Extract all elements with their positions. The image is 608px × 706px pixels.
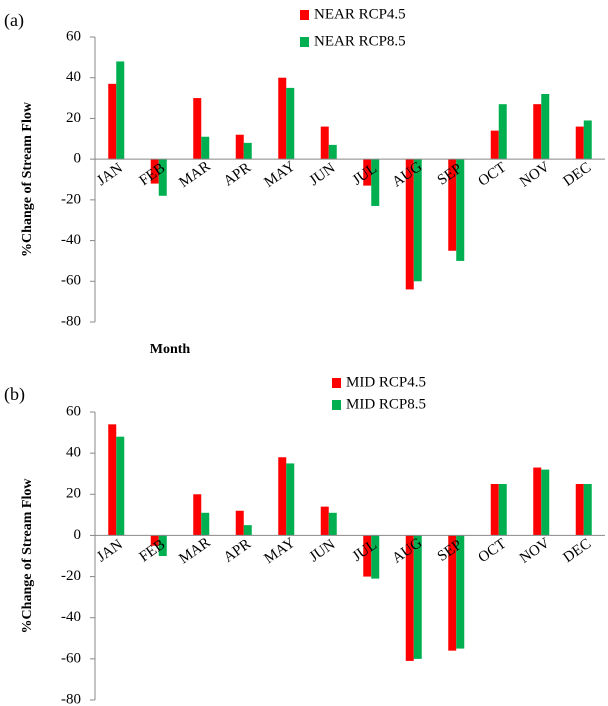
bar xyxy=(116,436,125,536)
bar xyxy=(193,494,202,536)
legend-swatch xyxy=(332,400,341,410)
y-tick-label: -60 xyxy=(61,273,81,289)
panel-label: (a) xyxy=(4,10,24,31)
bar xyxy=(498,104,507,160)
x-tick-label: MAY xyxy=(262,158,299,190)
y-tick-label: -20 xyxy=(61,191,81,207)
y-tick-label: -20 xyxy=(61,568,81,584)
bar xyxy=(150,159,159,184)
bar xyxy=(328,144,337,160)
x-tick-label: OCT xyxy=(476,160,510,190)
bar xyxy=(243,525,252,536)
bar xyxy=(413,159,422,282)
y-tick-label: 40 xyxy=(66,69,81,85)
y-axis-title: %Change of Stream Flow xyxy=(20,478,35,634)
bar xyxy=(541,94,550,160)
bar xyxy=(158,159,167,196)
x-tick-label: JUN xyxy=(307,160,339,189)
bar xyxy=(371,535,380,579)
bar xyxy=(286,87,295,160)
x-tick-label: APR xyxy=(221,536,254,566)
x-tick-label: JAN xyxy=(94,536,126,565)
x-tick-label: JAN xyxy=(94,160,126,189)
bar xyxy=(150,535,159,546)
y-tick-label: 20 xyxy=(66,110,81,126)
x-tick-label: MAR xyxy=(176,535,213,568)
bar xyxy=(456,535,465,649)
bar xyxy=(193,98,202,160)
bar xyxy=(158,535,167,556)
bar xyxy=(320,506,329,536)
legend-label: MID RCP8.5 xyxy=(346,396,426,412)
bar xyxy=(405,535,414,661)
x-tick-label: MAY xyxy=(262,535,299,567)
panel-label: (b) xyxy=(4,384,25,405)
bar xyxy=(583,484,592,536)
legend-label: NEAR RCP4.5 xyxy=(314,6,406,22)
x-tick-label: DEC xyxy=(561,536,595,566)
bar xyxy=(456,159,465,261)
bar xyxy=(235,134,244,160)
bar xyxy=(498,484,507,536)
legend-swatch xyxy=(300,37,309,47)
bar xyxy=(328,512,337,536)
bar xyxy=(448,159,457,251)
bar xyxy=(235,510,244,536)
legend-label: MID RCP4.5 xyxy=(346,374,426,390)
legend-swatch xyxy=(300,10,309,20)
x-tick-label: DEC xyxy=(561,160,595,190)
bar xyxy=(116,61,125,160)
y-tick-label: 20 xyxy=(66,486,81,502)
x-tick-label: NOV xyxy=(517,535,553,567)
x-tick-label: OCT xyxy=(476,536,510,566)
x-tick-label: APR xyxy=(221,160,254,190)
y-tick-label: -80 xyxy=(61,313,81,329)
y-axis-title: %Change of Stream Flow xyxy=(20,101,35,257)
y-tick-label: 60 xyxy=(66,28,81,44)
bar xyxy=(413,535,422,659)
bar xyxy=(371,159,380,206)
legend-label: NEAR RCP8.5 xyxy=(314,33,406,49)
bar xyxy=(405,159,414,290)
bar xyxy=(490,130,499,160)
bar xyxy=(286,463,295,536)
bar xyxy=(490,484,499,536)
y-tick-label: -80 xyxy=(61,691,81,706)
bar xyxy=(201,512,210,536)
y-tick-label: 40 xyxy=(66,445,81,461)
bar xyxy=(448,535,457,651)
bar xyxy=(108,424,117,536)
bar xyxy=(108,83,117,160)
bar xyxy=(201,136,210,160)
bar xyxy=(541,469,550,536)
bar xyxy=(243,142,252,160)
bar xyxy=(533,104,542,160)
x-axis-title: Month xyxy=(150,342,191,357)
bar xyxy=(583,120,592,160)
bar xyxy=(575,126,584,160)
bar xyxy=(363,535,372,577)
y-tick-label: 60 xyxy=(66,403,81,419)
legend-swatch xyxy=(332,378,341,388)
bar xyxy=(363,159,372,186)
x-tick-label: NOV xyxy=(517,159,553,191)
y-tick-label: 0 xyxy=(74,527,82,543)
bar xyxy=(278,457,287,536)
bar xyxy=(278,77,287,160)
y-tick-label: -60 xyxy=(61,650,81,666)
y-tick-label: 0 xyxy=(74,151,82,167)
bar xyxy=(320,126,329,160)
bar xyxy=(533,467,542,536)
y-tick-label: -40 xyxy=(61,609,81,625)
y-tick-label: -40 xyxy=(61,232,81,248)
x-tick-label: MAR xyxy=(176,158,213,191)
bar xyxy=(575,484,584,536)
x-tick-label: JUN xyxy=(307,536,339,565)
